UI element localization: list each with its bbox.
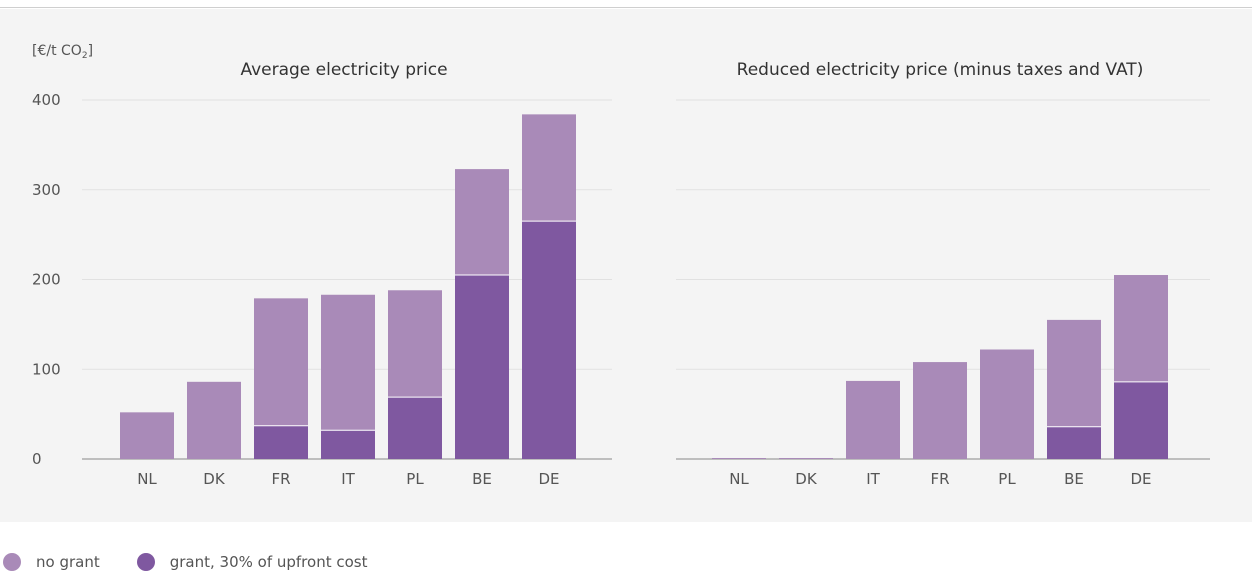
- bar-no-grant-fr[interactable]: [913, 362, 967, 459]
- right-chart: NL DK IT FR PL BE DE: [676, 99, 1210, 488]
- x-tick-label-dk: DK: [795, 470, 818, 488]
- y-tick-label-0: 0: [32, 450, 42, 468]
- bar-no-grant-pl[interactable]: [980, 349, 1034, 459]
- x-tick-label-fr: FR: [930, 470, 949, 488]
- bar-grant-it[interactable]: [321, 430, 375, 459]
- left-chart: 0 100 200 300 400 NL DK FR IT PL BE DE: [32, 91, 612, 488]
- x-tick-label-de: DE: [538, 470, 559, 488]
- x-tick-label-it: IT: [866, 470, 880, 488]
- y-tick-label-400: 400: [32, 91, 61, 109]
- bar-grant-de[interactable]: [1114, 381, 1168, 459]
- x-tick-label-dk: DK: [203, 470, 226, 488]
- bar-no-grant-nl[interactable]: [712, 458, 766, 459]
- x-tick-label-nl: NL: [137, 470, 157, 488]
- unit-label: [€/t CO2]: [32, 43, 93, 61]
- y-tick-label-200: 200: [32, 271, 61, 289]
- chart-svg: [€/t CO2] Average electricity price Redu…: [32, 43, 1210, 488]
- top-rule: [0, 0, 1252, 8]
- x-tick-label-pl: PL: [998, 470, 1016, 488]
- bar-grant-be[interactable]: [455, 275, 509, 459]
- legend-item-grant[interactable]: grant, 30% of upfront cost: [134, 553, 368, 571]
- legend: no grant grant, 30% of upfront cost: [0, 552, 401, 572]
- legend-dot-no-grant: [3, 553, 21, 571]
- bar-grant-be[interactable]: [1047, 426, 1101, 459]
- legend-item-no-grant[interactable]: no grant: [0, 553, 100, 571]
- bar-grant-de[interactable]: [522, 221, 576, 459]
- legend-label-no-grant: no grant: [36, 553, 100, 571]
- x-tick-label-pl: PL: [406, 470, 424, 488]
- bar-no-grant-dk[interactable]: [187, 381, 241, 459]
- chart-title-right: Reduced electricity price (minus taxes a…: [737, 60, 1144, 80]
- x-tick-label-be: BE: [472, 470, 492, 488]
- x-tick-label-nl: NL: [729, 470, 749, 488]
- chart-title-left: Average electricity price: [240, 60, 447, 80]
- x-tick-label-be: BE: [1064, 470, 1084, 488]
- legend-label-grant: grant, 30% of upfront cost: [169, 553, 368, 571]
- x-tick-label-de: DE: [1130, 470, 1151, 488]
- x-tick-label-it: IT: [341, 470, 355, 488]
- x-tick-label-fr: FR: [271, 470, 290, 488]
- legend-dot-grant: [136, 553, 155, 571]
- y-tick-label-300: 300: [32, 181, 61, 199]
- bar-no-grant-dk[interactable]: [779, 458, 833, 459]
- bar-no-grant-nl[interactable]: [120, 412, 174, 459]
- bar-grant-pl[interactable]: [388, 397, 442, 459]
- bar-no-grant-it[interactable]: [846, 380, 900, 459]
- y-tick-label-100: 100: [32, 360, 61, 378]
- bar-grant-fr[interactable]: [254, 425, 308, 459]
